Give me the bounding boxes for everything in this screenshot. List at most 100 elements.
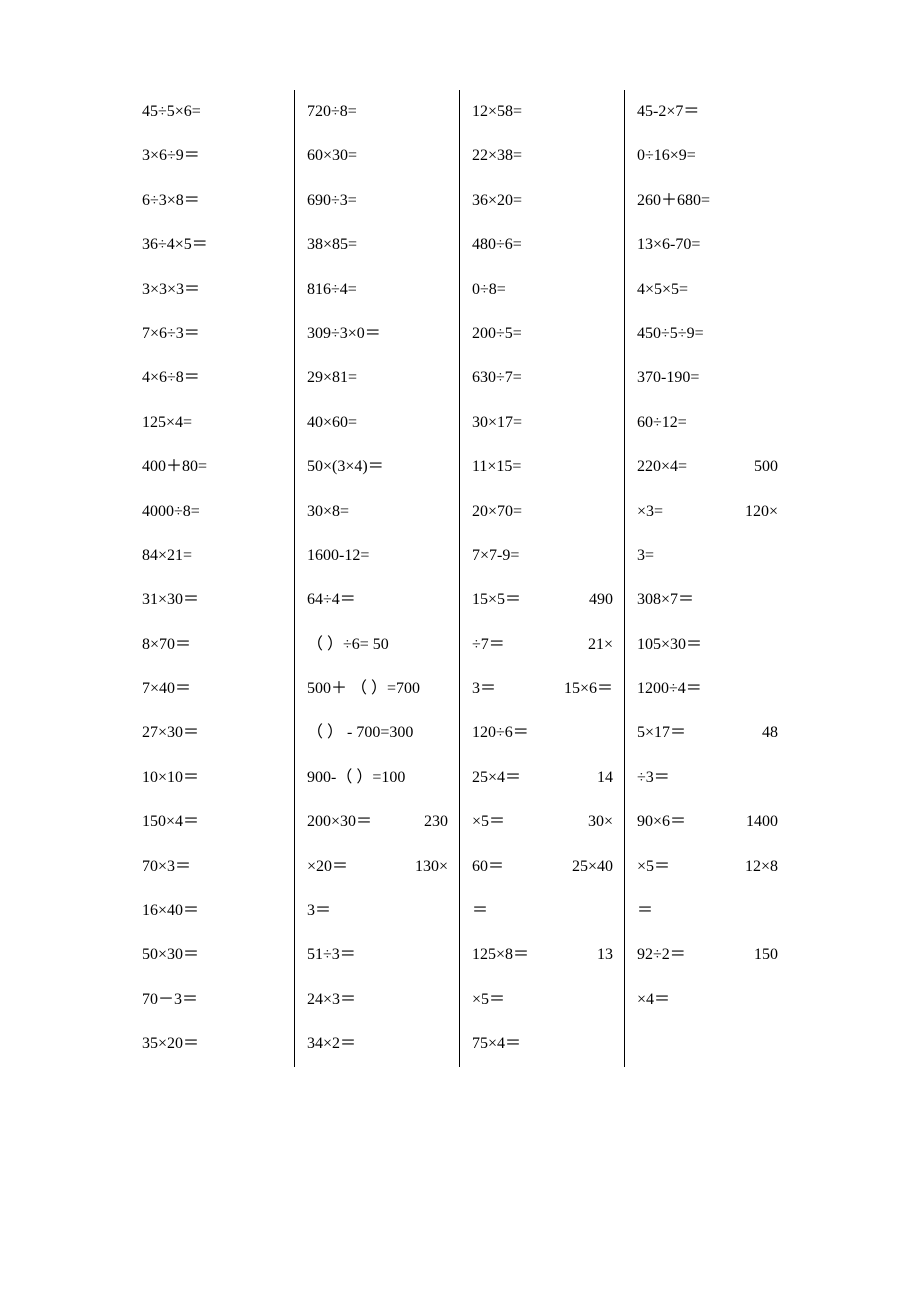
equation-text: ÷7＝: [472, 634, 505, 656]
equation-line: （ ） - 700=300: [307, 711, 448, 755]
equation-line: 13×6-70=: [637, 223, 778, 267]
equation-text: 13: [597, 944, 613, 966]
equation-text: ＝: [472, 900, 488, 922]
equation-text: 230: [424, 811, 448, 833]
equation-line: 27×30＝: [142, 711, 283, 755]
equation-text: 27×30＝: [142, 722, 199, 744]
equation-text: 16×40＝: [142, 900, 199, 922]
equation-line: 50×30＝: [142, 933, 283, 977]
equation-text: 0÷8=: [472, 279, 506, 301]
equation-text: 308×7＝: [637, 589, 694, 611]
equation-text: 720÷8=: [307, 101, 357, 123]
equation-text: 630÷7=: [472, 367, 522, 389]
equation-text: 10×10＝: [142, 767, 199, 789]
equation-line: 8×70＝: [142, 623, 283, 667]
equation-text: 35×20＝: [142, 1033, 199, 1055]
equation-text: （ ）÷6= 50: [307, 634, 389, 656]
equation-line: 90×6＝ 1400: [637, 800, 778, 844]
equation-line: 900-（ ）=100: [307, 756, 448, 800]
equation-text: 60＝: [472, 856, 504, 878]
equation-text: 309÷3×0＝: [307, 323, 381, 345]
equation-text: 7×40＝: [142, 678, 191, 700]
equation-text: 370-190=: [637, 367, 699, 389]
equation-line: ×5＝ 30×: [472, 800, 613, 844]
equation-text: 3＝: [307, 900, 331, 922]
equation-text: 3＝: [472, 678, 496, 700]
equation-text: 15×6＝: [564, 678, 613, 700]
equation-line: 720÷8=: [307, 90, 448, 134]
equation-line: 30×17=: [472, 401, 613, 445]
equation-line: 34×2＝: [307, 1022, 448, 1066]
equation-text: 24×3＝: [307, 989, 356, 1011]
equation-line: 4×6÷8＝: [142, 356, 283, 400]
equation-line: 6÷3×8＝: [142, 179, 283, 223]
equation-text: ×3=: [637, 501, 663, 523]
equation-text: 21×: [588, 634, 613, 656]
equation-text: ×4＝: [637, 989, 670, 1011]
equation-text: 220×4=: [637, 456, 687, 478]
equation-line: 36×20=: [472, 179, 613, 223]
equation-line: 70－3＝: [142, 978, 283, 1022]
equation-line: ÷3＝: [637, 756, 778, 800]
equation-line: 70×3＝: [142, 845, 283, 889]
column-3: 12×58=22×38=36×20=480÷6=0÷8=200÷5=630÷7=…: [460, 90, 625, 1067]
equation-text: 70－3＝: [142, 989, 198, 1011]
equation-text: 490: [589, 589, 613, 611]
equation-text: （ ） - 700=300: [307, 722, 413, 744]
equation-line: 22×38=: [472, 134, 613, 178]
equation-line: ×5＝: [472, 978, 613, 1022]
equation-line: 1600-12=: [307, 534, 448, 578]
equation-text: 20×70=: [472, 501, 522, 523]
equation-text: 6÷3×8＝: [142, 190, 200, 212]
equation-line: 450÷5÷9=: [637, 312, 778, 356]
equation-text: 30×17=: [472, 412, 522, 434]
equation-text: 29×81=: [307, 367, 357, 389]
equation-text: 150: [754, 944, 778, 966]
equation-text: 25×4＝: [472, 767, 521, 789]
equation-text: 816÷4=: [307, 279, 357, 301]
equation-text: 4×5×5=: [637, 279, 688, 301]
equation-text: 1200÷4＝: [637, 678, 702, 700]
equation-line: 1200÷4＝: [637, 667, 778, 711]
equation-line: 480÷6=: [472, 223, 613, 267]
equation-line: 45÷5×6=: [142, 90, 283, 134]
equation-line: 309÷3×0＝: [307, 312, 448, 356]
equation-text: 36÷4×5＝: [142, 234, 208, 256]
equation-line: 11×15=: [472, 445, 613, 489]
equation-text: 120÷6＝: [472, 722, 529, 744]
equation-text: 45÷5×6=: [142, 101, 201, 123]
equation-text: 51÷3＝: [307, 944, 356, 966]
equation-line: 630÷7=: [472, 356, 613, 400]
equation-line: 4×5×5=: [637, 268, 778, 312]
equation-line: 3×3×3＝: [142, 268, 283, 312]
equation-line: 5×17＝ 48: [637, 711, 778, 755]
equation-line: 50×(3×4)＝: [307, 445, 448, 489]
equation-text: 50×30＝: [142, 944, 199, 966]
equation-text: 7×6÷3＝: [142, 323, 200, 345]
equation-line: 20×70=: [472, 490, 613, 534]
equation-text: 8×70＝: [142, 634, 191, 656]
equation-line: 7×6÷3＝: [142, 312, 283, 356]
equation-text: ×20＝: [307, 856, 348, 878]
column-1: 45÷5×6= 3×6÷9＝ 6÷3×8＝ 36÷4×5＝ 3×3×3＝ 7×6÷3＝ 4×…: [130, 90, 295, 1067]
equation-line: 125×4=: [142, 401, 283, 445]
equation-text: ＝: [637, 900, 653, 922]
equation-line: ×20＝ 130×: [307, 845, 448, 889]
equation-text: 105×30＝: [637, 634, 702, 656]
equation-line: 200×30＝ 230: [307, 800, 448, 844]
equation-text: ×5＝: [472, 989, 505, 1011]
equation-text: 480÷6=: [472, 234, 522, 256]
equation-text: 12×58=: [472, 101, 522, 123]
equation-text: 1600-12=: [307, 545, 369, 567]
equation-line: 3×6÷9＝: [142, 134, 283, 178]
equation-line: 15×5＝ 490: [472, 578, 613, 622]
equation-line: 92÷2＝ 150: [637, 933, 778, 977]
column-4: 45-2×7＝0÷16×9=260＋680=13×6-70=4×5×5=450÷…: [625, 90, 790, 1067]
equation-line: 690÷3=: [307, 179, 448, 223]
equation-text: 30×: [588, 811, 613, 833]
equation-text: 7×7-9=: [472, 545, 519, 567]
equation-text: ×5＝: [637, 856, 670, 878]
equation-line: 60＝ 25×40: [472, 845, 613, 889]
equation-line: 0÷8=: [472, 268, 613, 312]
equation-line: 35×20＝: [142, 1022, 283, 1066]
